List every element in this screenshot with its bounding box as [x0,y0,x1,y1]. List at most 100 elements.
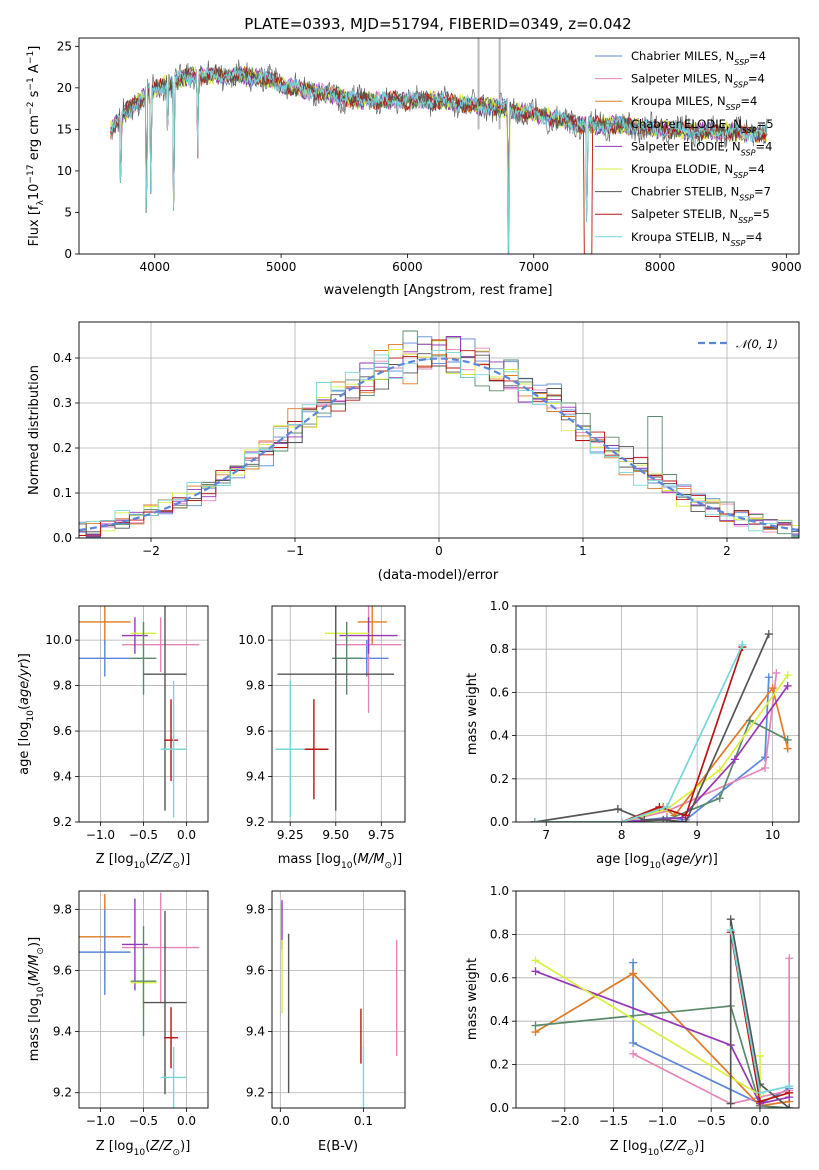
mass-vs-EBV-plot [281,900,398,1108]
y-tick-label: 0.8 [490,927,509,941]
y-tick-label: 5 [64,205,72,219]
spectrum-line-chabrier-stelib [110,59,768,254]
age-vs-mass-plot [275,606,402,818]
data-point-marker [659,815,668,822]
data-point-marker [738,640,747,649]
x-tick-label: 4000 [140,260,171,274]
y-tick-label: 9.6 [246,963,265,977]
errorbar-chabrier-stelib [277,606,395,811]
errorbar-chabrier-elodie [130,926,157,1037]
data-point-marker [783,735,792,744]
x-tick-label: 9.75 [368,828,395,842]
data-point-marker [745,716,754,725]
x-tick-label: 0.0 [177,1114,196,1128]
x-tick-label: −1.0 [86,1114,115,1128]
series-line [535,970,790,1105]
legend-label: Chabrier STELIB, NSSP=7 [631,185,771,203]
series-line [534,644,744,822]
normal-reference-curve [79,357,799,532]
x-tick-label: 8 [618,828,626,842]
data-point-marker [785,1082,794,1091]
errorbar-salpeter-stelib [164,1007,178,1069]
mass-vs-Z-x-label: Z [log10(Z/Z⊙)] [96,1139,191,1158]
y-tick-label: 9.4 [246,1025,265,1039]
y-tick-label: 9.8 [246,902,265,916]
data-point-marker [617,818,626,822]
weight-vs-Z-y-label: mass weight [465,958,480,1040]
y-tick-label: 9.2 [246,1086,265,1100]
y-tick-label: 9.4 [53,1025,72,1039]
data-point-marker [613,805,622,814]
axes-frame [271,890,406,1109]
data-point-marker [726,915,735,924]
data-point-marker [761,753,770,762]
legend-label: Kroupa MILES, NSSP=4 [631,94,757,112]
mass-vs-Z-axes: −1.0 −0.5 0.0 9.2 9.4 9.6 9.8 [53,890,209,1128]
data-point-marker [761,764,770,772]
x-tick-label: 0.0 [271,1114,290,1128]
histogram-step-salpeter-stelib [79,339,799,538]
errorbar-kroupa-stelib [160,681,187,818]
x-tick-label: −0.5 [129,1114,158,1128]
residuals-plot [79,330,799,538]
weight-vs-Z-x-label: Z [log10(Z/Z⊙)] [610,1139,705,1158]
errorbar-chabrier-miles [79,640,131,677]
y-tick-label: 0.0 [490,1101,509,1115]
spectrum-legend: Chabrier MILES, NSSP=4 Salpeter MILES, NS… [595,49,774,247]
y-tick-label: 9.8 [53,902,72,916]
errorbar-kroupa-miles [357,606,387,645]
data-point-marker [755,1051,764,1060]
data-point-marker [755,1088,764,1097]
x-tick-label: 0.0 [177,828,196,842]
x-tick-label: 10 [765,828,780,842]
y-tick-label: 0.4 [53,351,72,365]
y-tick-label: 0.1 [53,486,72,500]
y-tick-label: 0.3 [53,396,72,410]
x-tick-label: 8000 [645,260,676,274]
y-tick-label: 20 [57,81,72,95]
y-tick-label: 10.0 [238,633,265,647]
axes-frame [78,37,800,255]
x-tick-label: −0.5 [697,1114,726,1128]
data-point-marker [629,1049,638,1058]
weight-vs-Z-axes: −2.0 −1.5 −1.0 −0.5 0.0 0.0 0.2 0.4 0.6 0.8 1.0 [490,884,800,1128]
legend-label: Salpeter ELODIE, NSSP=4 [631,139,772,157]
x-tick-label: 9.25 [277,828,304,842]
spectrum-plot [110,38,768,254]
y-tick-label: 0.6 [490,971,509,985]
data-point-marker [755,1097,764,1106]
series-line [534,719,789,822]
data-point-marker [715,794,724,803]
age-vs-Z-x-label: Z [log10(Z/Z⊙)] [96,852,191,871]
data-point-marker [531,1021,540,1030]
y-tick-label: 0.2 [53,441,72,455]
x-tick-label: 0 [435,544,443,558]
data-point-marker [629,969,638,978]
age-vs-Z-plot [79,606,200,818]
legend-label: Salpeter MILES, NSSP=4 [631,72,765,90]
series-line [535,1005,790,1108]
legend-label: Chabrier MILES, NSSP=4 [631,49,766,67]
y-tick-label: 0.4 [490,729,509,743]
data-point-marker [640,815,649,822]
histogram-step-chabrier-miles [79,336,799,538]
data-point-marker [629,958,638,967]
age-vs-mass-axes: 9.25 9.50 9.75 9.2 9.4 9.6 9.8 10.0 [238,605,406,842]
errorbar-salpeter-elodie [339,617,398,654]
data-point-marker [764,673,773,682]
data-point-marker [764,630,773,639]
y-tick-label: 0.6 [490,685,509,699]
age-vs-mass-x-label: mass [log10(M/M⊙)] [278,852,402,871]
data-point-marker [785,954,794,963]
residuals-axes: −2 −1 0 1 2 0.0 0.1 0.2 0.3 0.4 [53,321,800,558]
y-tick-label: 9.4 [53,770,72,784]
spectrum-x-label: wavelength [Angstrom, rest frame] [324,283,553,298]
y-tick-label: 0.4 [490,1014,509,1028]
data-point-marker [531,956,540,965]
weight-vs-age-x-label: age [log10(age/yr)] [596,852,718,871]
y-tick-label: 9.6 [53,724,72,738]
mass-vs-Z-plot [79,892,200,1108]
y-tick-label: 1.0 [490,884,509,898]
errorbar-kroupa-stelib [160,1046,187,1108]
y-tick-label: 0 [64,247,72,261]
